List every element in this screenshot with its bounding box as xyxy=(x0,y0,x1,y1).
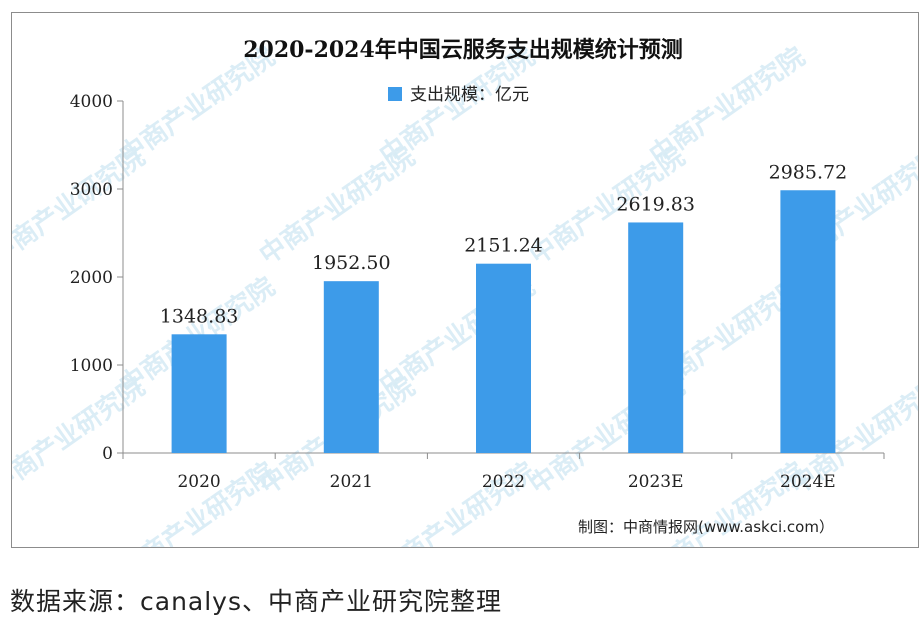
watermark-text: 中商产业研究院 xyxy=(114,456,281,547)
bar xyxy=(323,281,379,453)
data-label: 2985.72 xyxy=(769,161,848,183)
data-label: 1952.50 xyxy=(312,252,391,274)
x-tick-label: 2020 xyxy=(177,472,220,492)
axes: 0 1000 2000 3000 4000 2020 2021 2022 2023E 2024E xyxy=(70,92,885,492)
legend: 支出规模：亿元 xyxy=(388,85,529,105)
bar xyxy=(780,190,836,453)
bar xyxy=(171,334,227,453)
data-label: 2151.24 xyxy=(464,235,543,257)
x-tick-label: 2023E xyxy=(628,472,684,492)
y-tick-label: 2000 xyxy=(70,268,113,288)
y-tick-label: 0 xyxy=(102,444,113,464)
data-label: 1348.83 xyxy=(160,305,239,327)
x-tick-label: 2022 xyxy=(482,472,525,492)
y-tick-label: 1000 xyxy=(70,356,113,376)
bar xyxy=(476,263,531,453)
source-note: 数据来源：canalys、中商产业研究院整理 xyxy=(10,587,502,616)
chart-title: 2020-2024年中国云服务支出规模统计预测 xyxy=(243,37,683,63)
x-tick-label: 2024E xyxy=(780,472,836,492)
bars: 1348.83 1952.50 2151.24 2619.83 2985.72 xyxy=(160,161,847,453)
y-tick-label: 3000 xyxy=(70,180,113,200)
x-tick-label: 2021 xyxy=(330,472,373,492)
watermark-text: 中商产业研究院 xyxy=(12,141,151,271)
watermark-text: 中商产业研究院 xyxy=(12,371,151,501)
legend-swatch xyxy=(388,87,402,101)
bar xyxy=(628,222,684,453)
watermark-text: 中商产业研究院 xyxy=(374,456,541,547)
data-label: 2619.83 xyxy=(616,193,695,215)
chart-credit: 制图：中商情报网(www.askci.com） xyxy=(578,518,834,536)
chart-frame: 中商产业研究院 中商产业研究院 中商产业研究院 中商产业研究院 中商产业研究院 中商产业研… xyxy=(11,12,919,548)
legend-label: 支出规模：亿元 xyxy=(410,85,529,105)
y-tick-label: 4000 xyxy=(70,92,113,112)
